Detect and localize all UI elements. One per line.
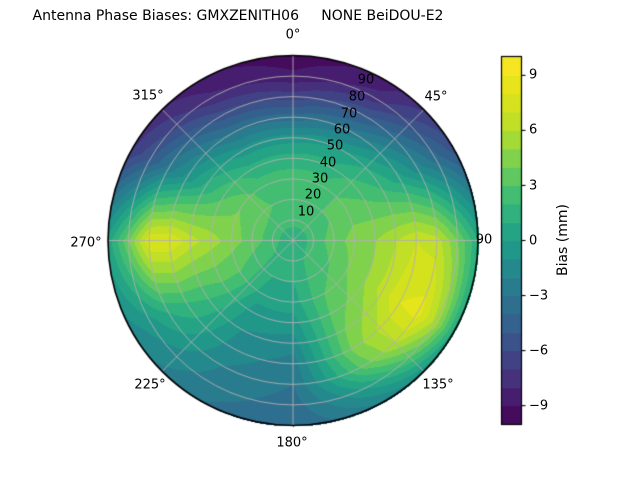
colorbar-tick-3: 3 — [529, 178, 538, 194]
colorbar-tick-m9: −9 — [529, 398, 549, 414]
ring-label-80: 80 — [348, 89, 366, 105]
angle-label-270deg: 270° — [70, 235, 102, 251]
ring-label-40: 40 — [319, 155, 337, 171]
ring-label-90: 90 — [357, 72, 375, 88]
chart-title: Antenna Phase Biases: GMXZENITH06 NONE B… — [32, 8, 444, 24]
ring-label-10: 10 — [297, 204, 315, 220]
ring-label-50: 50 — [326, 138, 344, 154]
colorbar-tick-m3: −3 — [529, 288, 549, 304]
ring-label-70: 70 — [340, 106, 358, 122]
colorbar-tick-m6: −6 — [529, 343, 549, 359]
colorbar-tick-0: 0 — [529, 233, 538, 249]
colorbar-tick-6: 6 — [529, 122, 538, 138]
angle-label-225deg: 225° — [134, 377, 166, 393]
colorbar-tick-9: 9 — [529, 67, 538, 83]
angle-label-45deg: 45° — [424, 89, 448, 105]
ring-label-30: 30 — [311, 171, 329, 187]
ring-label-60: 60 — [333, 122, 351, 138]
angle-label-180deg: 180° — [276, 435, 308, 451]
angle-label-135deg: 135° — [422, 377, 454, 393]
colorbar-axis-label: Bias (mm) — [555, 203, 571, 277]
angle-label-0deg: 0° — [285, 27, 301, 43]
angle-label-315deg: 315° — [132, 88, 164, 104]
ring-label-20: 20 — [304, 187, 322, 203]
angle-label-90deg: 90 — [475, 232, 493, 248]
